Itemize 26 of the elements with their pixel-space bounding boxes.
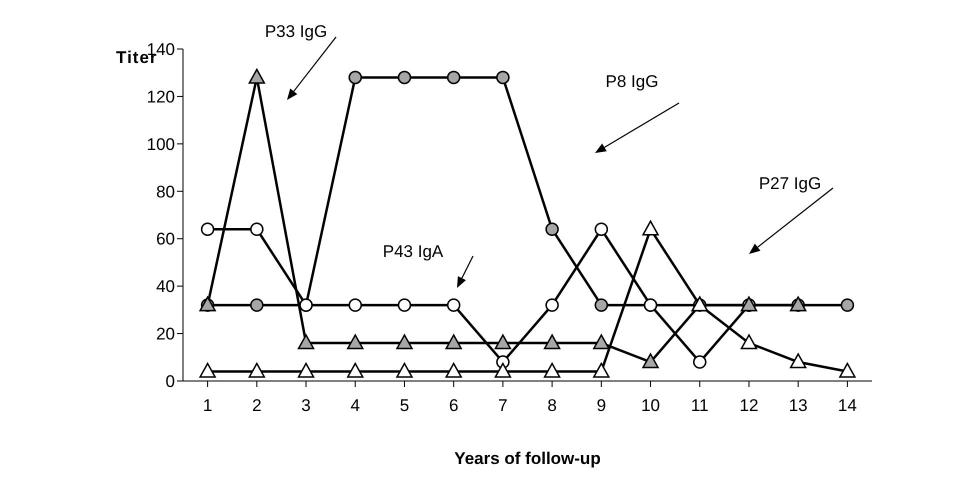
annotation: P8 IgG [606, 72, 658, 91]
annotation: P27 IgG [758, 174, 822, 193]
y-tick-label: 100 [146, 134, 175, 154]
x-tick-label: 12 [740, 396, 758, 416]
x-tick-label: 1 [202, 396, 212, 416]
x-tick-label: 4 [350, 396, 360, 416]
y-tick-label: 120 [146, 87, 175, 106]
x-tick-label: 9 [596, 396, 606, 416]
y-tick-label: 60 [156, 230, 175, 249]
x-tick-label: 11 [690, 396, 709, 416]
text: P33 IgG [264, 22, 328, 41]
x-tick-label: 2 [252, 396, 262, 416]
y-tick-label: 40 [156, 277, 175, 296]
x-tick-label: 10 [641, 396, 660, 416]
x-tick-label: 3 [301, 396, 311, 416]
annotation: P43 IgA [382, 242, 444, 261]
x-tick-label: 13 [788, 396, 808, 416]
x-tick-label: 8 [547, 396, 557, 416]
y-tick-label: 0 [166, 372, 175, 392]
x-tick-label: 14 [838, 396, 857, 416]
y-tick-label: 20 [156, 324, 175, 344]
x-tick-label: 7 [498, 396, 508, 416]
x-tick-label: 6 [448, 396, 458, 416]
y-tick-label: 80 [156, 182, 175, 202]
x-axis-title: Years of follow-up [454, 449, 601, 468]
x-tick-label: 5 [400, 396, 410, 416]
